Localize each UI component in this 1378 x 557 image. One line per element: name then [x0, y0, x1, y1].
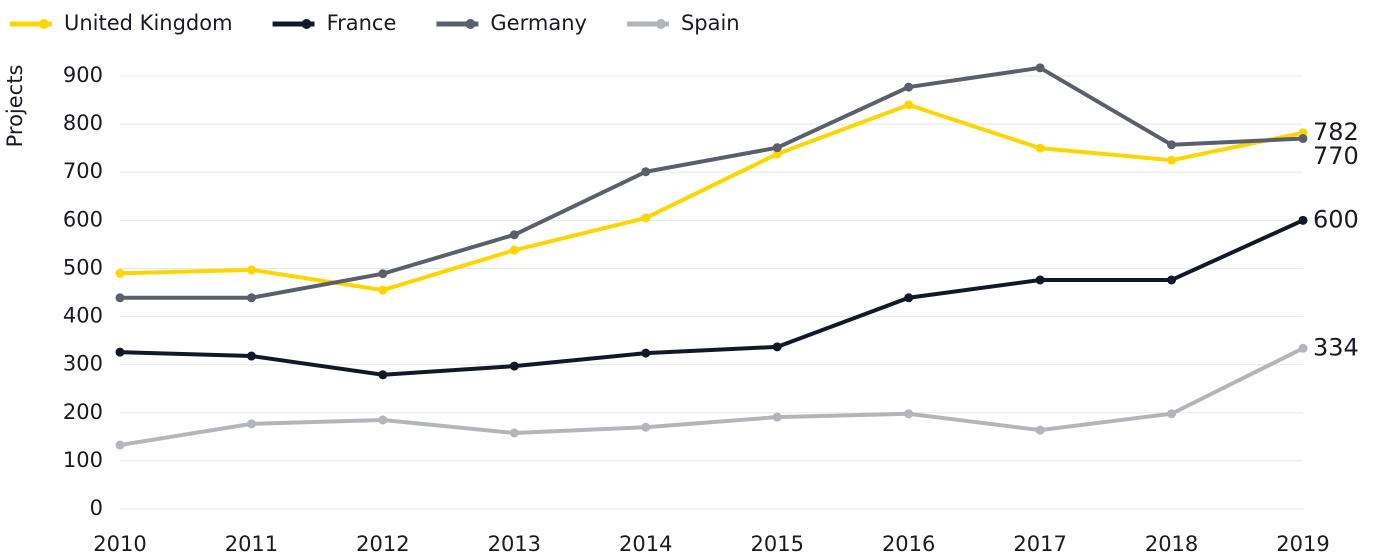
- point: [1167, 140, 1177, 150]
- point: [509, 361, 519, 371]
- point: [904, 82, 914, 92]
- end-label: 782: [1313, 118, 1359, 146]
- end-label: 770: [1313, 142, 1359, 170]
- point: [246, 265, 256, 275]
- legend-label: United Kingdom: [64, 11, 233, 35]
- point: [115, 293, 125, 303]
- x-tick-label: 2017: [1013, 532, 1066, 556]
- y-tick-label: 800: [63, 111, 103, 135]
- end-label: 600: [1313, 205, 1359, 233]
- point: [246, 351, 256, 361]
- point: [1035, 143, 1045, 153]
- legend-marker: [465, 19, 476, 29]
- series-line: [119, 218, 1304, 377]
- point: [641, 422, 651, 432]
- point: [1298, 343, 1308, 353]
- point: [378, 269, 388, 279]
- x-tick-label: 2018: [1145, 532, 1198, 556]
- legend-label: Spain: [681, 11, 740, 35]
- point: [1035, 425, 1045, 435]
- y-tick-label: 600: [63, 207, 103, 231]
- point: [772, 412, 782, 422]
- point: [1298, 134, 1308, 144]
- point: [378, 285, 388, 295]
- x-tick-label: 2015: [750, 532, 803, 556]
- y-tick-label: 300: [63, 352, 103, 376]
- point: [115, 347, 125, 357]
- point: [772, 342, 782, 352]
- legend-marker: [39, 19, 49, 29]
- point: [1298, 215, 1308, 225]
- point: [641, 213, 651, 223]
- point: [641, 348, 651, 358]
- y-tick-label: 500: [63, 255, 103, 279]
- x-tick-label: 2019: [1276, 532, 1329, 556]
- end-label: 334: [1313, 333, 1359, 361]
- point: [904, 100, 914, 110]
- series-line: [119, 346, 1304, 447]
- point: [509, 428, 519, 438]
- legend-label: Germany: [490, 11, 587, 35]
- x-tick-label: 2016: [882, 532, 935, 556]
- y-tick-label: 900: [63, 63, 103, 87]
- point: [772, 143, 782, 153]
- y-tick-label: 700: [63, 159, 103, 183]
- point: [378, 415, 388, 425]
- series-line: [120, 65, 1304, 300]
- point: [1167, 275, 1177, 285]
- y-tick-label: 0: [90, 496, 103, 520]
- y-axis-label: Projects: [3, 65, 27, 148]
- point: [1035, 275, 1045, 285]
- point: [904, 409, 914, 419]
- legend-label: France: [327, 11, 397, 35]
- point: [1167, 409, 1177, 419]
- y-tick-label: 100: [63, 448, 103, 472]
- x-tick-label: 2012: [356, 532, 409, 556]
- point: [509, 230, 519, 240]
- x-tick-label: 2011: [225, 532, 278, 556]
- point: [378, 370, 388, 380]
- x-tick-label: 2014: [619, 532, 672, 556]
- legend-marker: [655, 19, 666, 29]
- y-tick-label: 400: [63, 304, 103, 328]
- y-tick-label: 200: [63, 400, 103, 424]
- point: [115, 440, 125, 450]
- x-tick-label: 2010: [93, 532, 146, 556]
- point: [246, 293, 256, 303]
- point: [1035, 63, 1045, 73]
- point: [115, 268, 125, 278]
- point: [509, 245, 519, 255]
- x-tick-label: 2013: [488, 532, 541, 556]
- point: [246, 419, 256, 429]
- point: [904, 293, 914, 303]
- series-line: [119, 102, 1304, 293]
- point: [641, 167, 651, 177]
- point: [772, 149, 782, 159]
- point: [1167, 155, 1177, 165]
- legend-marker: [301, 19, 312, 29]
